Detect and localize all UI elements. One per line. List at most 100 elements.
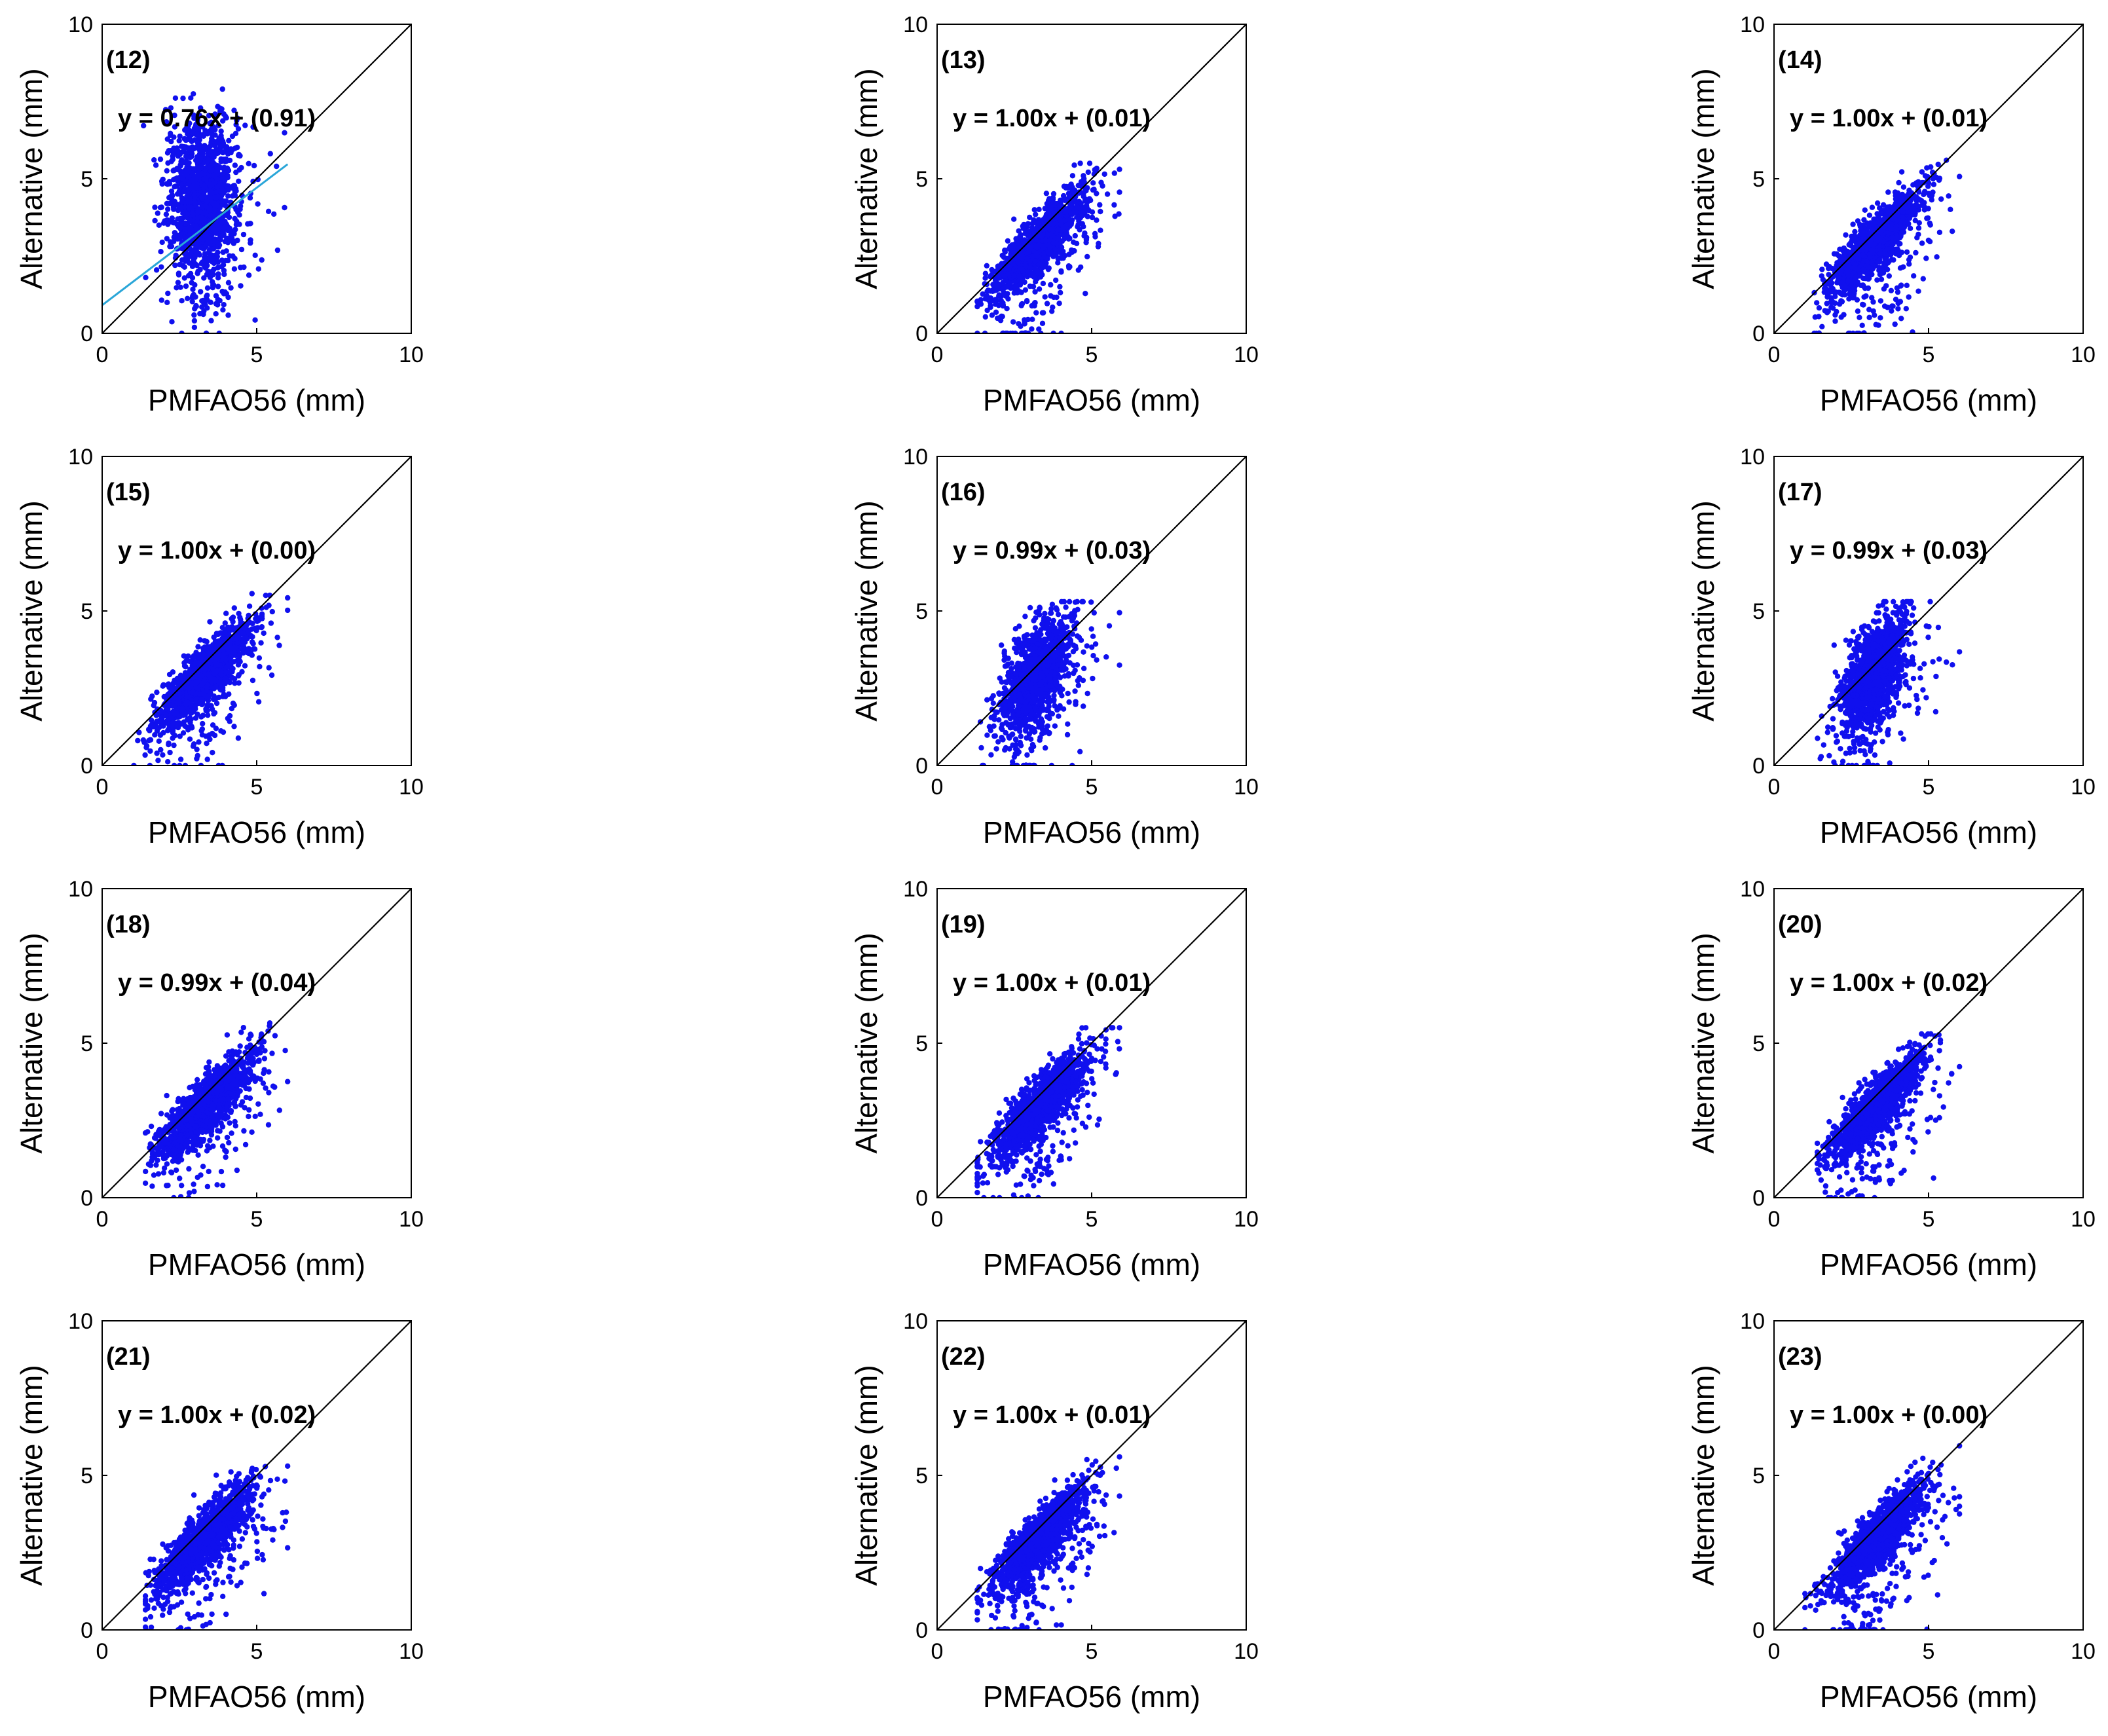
scatter-point xyxy=(1860,330,1866,333)
scatter-point xyxy=(183,153,189,160)
scatter-point xyxy=(236,178,242,184)
scatter-point xyxy=(261,630,267,637)
scatter-point xyxy=(982,330,988,333)
scatter-point xyxy=(1902,204,1908,211)
scatter-point xyxy=(1022,319,1027,325)
scatter-point xyxy=(208,119,214,125)
scatter-point xyxy=(1022,287,1029,293)
scatter-point xyxy=(1002,249,1008,255)
scatter-point xyxy=(1851,232,1857,239)
scatter-point xyxy=(210,124,216,130)
scatter-point xyxy=(181,275,187,281)
y-tick-label: 10 xyxy=(1740,12,1765,37)
scatter-point xyxy=(1094,191,1100,196)
scatter-point xyxy=(1950,229,1955,234)
scatter-point xyxy=(1859,322,1865,328)
scatter-point xyxy=(196,141,202,147)
scatter-point xyxy=(211,255,217,261)
panel-label: (14) xyxy=(1778,46,1822,74)
scatter-point xyxy=(1117,166,1122,172)
scatter-point xyxy=(1036,286,1043,292)
scatter-point xyxy=(1088,197,1094,204)
scatter-point xyxy=(246,160,251,166)
scatter-points xyxy=(1811,157,1963,333)
scatter-point xyxy=(1884,204,1891,210)
scatter-point xyxy=(204,297,210,303)
scatter-point xyxy=(213,189,219,195)
scatter-point xyxy=(225,312,231,318)
scatter-point xyxy=(1855,279,1860,286)
scatter-point xyxy=(1040,280,1046,287)
scatter-point xyxy=(220,138,226,144)
x-axis-label: PMFAO56 (mm) xyxy=(1820,383,2037,417)
scatter-point xyxy=(242,122,248,128)
scatter-point xyxy=(232,162,238,168)
x-tick-label: 10 xyxy=(2071,342,2096,367)
scatter-point xyxy=(1890,303,1896,309)
scatter-point xyxy=(1898,316,1904,322)
scatter-point xyxy=(1870,308,1876,314)
scatter-point xyxy=(1012,330,1018,333)
scatter-point xyxy=(1889,308,1895,314)
scatter-point xyxy=(1832,318,1838,324)
scatter-point xyxy=(164,236,170,242)
scatter-point xyxy=(215,284,221,289)
scatter-point xyxy=(1862,207,1868,213)
scatter-point xyxy=(1824,294,1830,300)
scatter-point xyxy=(993,282,999,287)
scatter-point xyxy=(1877,251,1883,257)
scatter-point xyxy=(1919,169,1925,175)
scatter-point xyxy=(174,166,179,172)
scatter-point xyxy=(206,241,212,247)
scatter-point xyxy=(1033,310,1039,316)
scatter-point xyxy=(982,275,988,281)
scatter-point xyxy=(1069,212,1075,217)
scatter-point xyxy=(1058,268,1064,274)
scatter-point xyxy=(1034,253,1040,259)
scatter-point xyxy=(209,136,215,142)
scatter-point xyxy=(1117,189,1122,195)
scatter-point xyxy=(1116,211,1122,217)
scatter-point xyxy=(1840,284,1845,291)
scatter-point xyxy=(237,206,243,212)
scatter-point xyxy=(238,283,244,289)
scatter-point xyxy=(1029,326,1035,332)
scatter-point xyxy=(1889,246,1895,251)
scatter-point xyxy=(1896,179,1902,186)
scatter-point xyxy=(1893,202,1899,209)
scatter-point xyxy=(1828,299,1834,305)
scatter-point xyxy=(204,285,211,291)
scatter-point xyxy=(1921,207,1928,213)
scatter-point xyxy=(1853,274,1859,280)
scatter-point xyxy=(180,730,187,736)
scatter-point xyxy=(1032,258,1038,265)
scatter-point xyxy=(215,302,221,308)
identity-line xyxy=(1773,24,2084,334)
scatter-point xyxy=(1058,221,1064,227)
scatter-point xyxy=(157,204,164,211)
scatter-point xyxy=(174,202,181,208)
scatter-point xyxy=(1865,264,1872,270)
scatter-point xyxy=(1062,208,1068,215)
scatter-point xyxy=(1925,215,1931,221)
scatter-point xyxy=(1819,323,1825,329)
scatter-point xyxy=(1868,247,1874,253)
scatter-point xyxy=(1050,330,1056,333)
scatter-points xyxy=(974,160,1122,333)
scatter-point xyxy=(1058,330,1064,333)
scatter-point xyxy=(231,605,237,611)
scatter-point xyxy=(995,315,1001,322)
scatter-point xyxy=(186,168,192,174)
scatter-point xyxy=(170,151,177,157)
scatter-point xyxy=(177,284,183,290)
scatter-point xyxy=(1840,279,1845,286)
scatter-point xyxy=(172,112,177,119)
scatter-point xyxy=(993,309,999,315)
identity-line xyxy=(102,24,412,334)
scatter-point xyxy=(1876,322,1881,328)
scatter-point xyxy=(197,310,203,317)
scatter-point xyxy=(1889,234,1895,240)
scatter-point xyxy=(175,153,181,159)
scatter-point xyxy=(236,167,242,173)
